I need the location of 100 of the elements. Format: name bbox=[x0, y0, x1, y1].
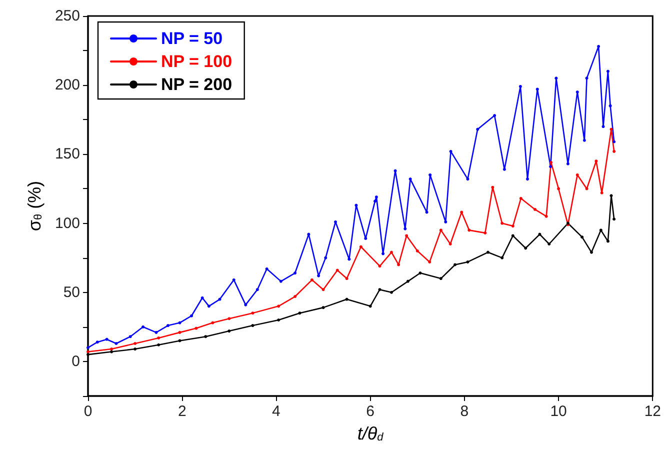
point bbox=[348, 258, 351, 261]
point bbox=[211, 321, 214, 324]
line-series bbox=[86, 194, 616, 356]
point bbox=[265, 267, 268, 270]
point bbox=[232, 278, 236, 282]
point bbox=[157, 343, 160, 346]
point bbox=[324, 256, 328, 260]
point bbox=[204, 335, 208, 338]
point bbox=[298, 312, 302, 315]
point bbox=[544, 214, 548, 218]
point bbox=[322, 288, 325, 292]
point bbox=[466, 260, 470, 264]
point bbox=[428, 260, 432, 264]
point bbox=[310, 278, 314, 282]
point bbox=[345, 298, 348, 301]
point bbox=[397, 263, 400, 266]
point bbox=[597, 44, 600, 48]
point bbox=[500, 256, 504, 260]
point bbox=[251, 324, 254, 328]
point bbox=[228, 317, 231, 320]
point bbox=[484, 231, 487, 234]
point bbox=[374, 200, 377, 203]
point bbox=[416, 249, 419, 252]
point bbox=[590, 250, 593, 254]
point bbox=[110, 350, 114, 354]
point bbox=[390, 250, 394, 254]
point bbox=[96, 340, 99, 344]
point bbox=[382, 252, 385, 256]
point bbox=[566, 162, 570, 166]
point bbox=[244, 303, 248, 306]
point bbox=[466, 178, 470, 181]
point bbox=[582, 138, 586, 142]
point bbox=[128, 335, 132, 338]
point bbox=[612, 150, 616, 153]
point bbox=[612, 218, 616, 221]
point bbox=[86, 346, 90, 350]
point bbox=[336, 268, 339, 272]
y-tick-label: 100 bbox=[54, 214, 80, 232]
point bbox=[448, 242, 452, 246]
point bbox=[612, 140, 616, 144]
x-tick-label: 4 bbox=[272, 403, 280, 420]
point bbox=[190, 314, 194, 318]
x-tick-label: 2 bbox=[178, 403, 186, 420]
y-tick-label: 150 bbox=[54, 146, 80, 163]
point bbox=[599, 228, 602, 232]
point bbox=[439, 228, 442, 232]
point bbox=[449, 150, 452, 153]
point bbox=[425, 210, 428, 214]
point bbox=[408, 178, 412, 181]
point bbox=[307, 232, 310, 236]
point bbox=[157, 336, 160, 340]
point bbox=[468, 228, 471, 232]
point bbox=[251, 312, 254, 315]
point bbox=[526, 178, 529, 181]
point bbox=[600, 191, 604, 194]
point bbox=[580, 236, 584, 239]
point bbox=[404, 227, 407, 230]
point bbox=[554, 76, 558, 80]
point bbox=[354, 204, 358, 207]
point bbox=[524, 246, 528, 250]
point bbox=[178, 330, 182, 334]
point bbox=[194, 326, 198, 330]
point bbox=[317, 274, 320, 278]
point bbox=[548, 242, 551, 246]
point bbox=[105, 338, 108, 341]
point bbox=[277, 304, 280, 308]
point bbox=[374, 196, 378, 199]
point bbox=[142, 325, 145, 328]
point bbox=[606, 70, 610, 73]
point bbox=[519, 196, 522, 200]
point bbox=[608, 104, 612, 108]
point bbox=[454, 263, 457, 266]
point bbox=[394, 169, 397, 172]
point bbox=[511, 224, 514, 228]
point bbox=[585, 76, 588, 80]
point bbox=[207, 304, 210, 308]
point bbox=[228, 330, 231, 333]
point bbox=[476, 128, 480, 131]
point bbox=[549, 165, 552, 168]
point bbox=[277, 318, 280, 322]
point bbox=[594, 160, 598, 163]
x-tick-label: 10 bbox=[550, 403, 567, 420]
point bbox=[200, 296, 204, 300]
point bbox=[418, 272, 422, 275]
point bbox=[368, 304, 372, 308]
x-tick-label: 0 bbox=[84, 403, 92, 420]
point bbox=[460, 210, 464, 214]
point bbox=[378, 264, 382, 268]
y-tick-label: 50 bbox=[63, 284, 80, 301]
point bbox=[378, 288, 382, 292]
point bbox=[576, 90, 579, 94]
point bbox=[406, 280, 410, 283]
point bbox=[491, 186, 494, 189]
y-tick-label: 250 bbox=[54, 8, 80, 24]
point bbox=[606, 240, 610, 243]
point bbox=[486, 250, 490, 254]
point bbox=[218, 298, 222, 301]
legend-label: NP = 50 bbox=[161, 29, 223, 48]
point bbox=[538, 232, 542, 236]
point bbox=[428, 173, 432, 176]
